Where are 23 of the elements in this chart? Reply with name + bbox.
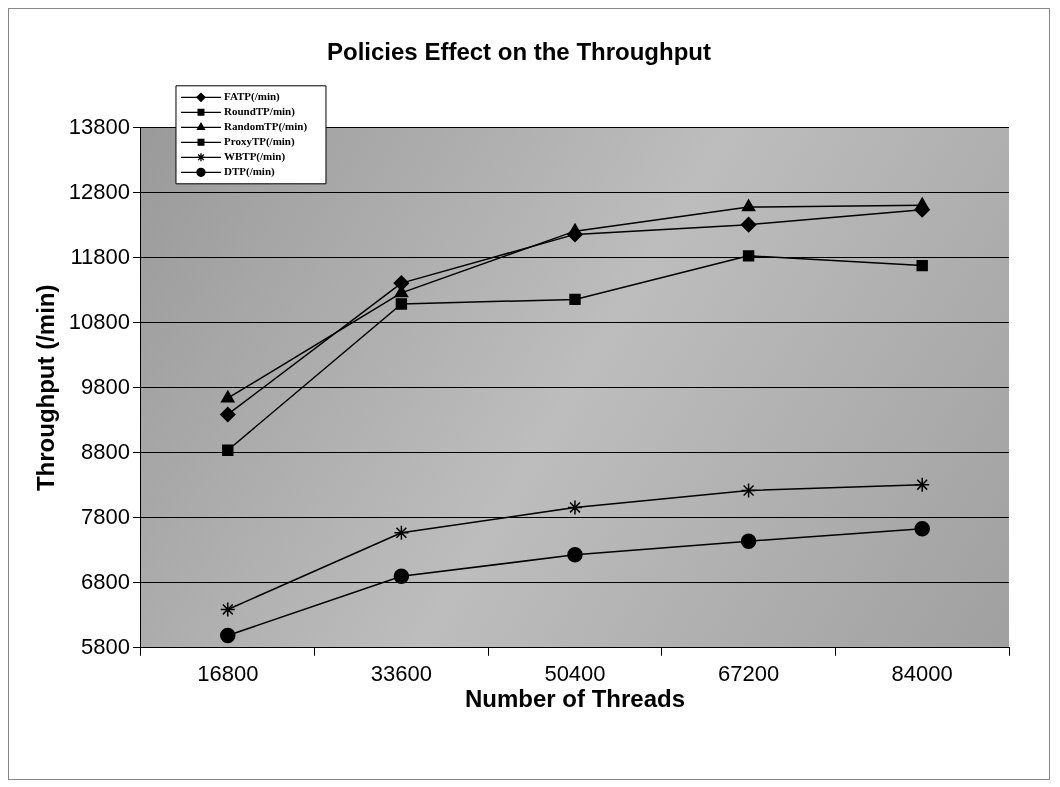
chart-title: Policies Effect on the Throughput	[327, 38, 712, 66]
x-tick-label: 16800	[197, 661, 259, 687]
legend-label: RandomTP(/min)	[223, 120, 308, 134]
y-tick-label: 10800	[68, 308, 130, 334]
x-axis-title: Number of Threads	[464, 685, 685, 713]
y-tick-label: 6800	[81, 568, 130, 594]
y-tick-label: 8800	[81, 438, 130, 464]
x-tick-label: 33600	[370, 661, 432, 687]
y-tick-label: 12800	[68, 178, 130, 204]
y-tick-label: 11800	[70, 243, 130, 269]
y-tick-label: 9800	[81, 373, 130, 399]
legend-label: RoundTP/min)	[223, 105, 296, 119]
legend-label: FATP(/min)	[223, 90, 281, 104]
y-axis-title: Throughput (/min)	[32, 284, 60, 492]
y-tick-label: 5800	[81, 633, 130, 659]
y-tick-label: 7800	[81, 503, 130, 529]
x-tick-label: 50400	[544, 661, 606, 687]
y-tick-label: 13800	[68, 113, 130, 139]
x-tick-label: 84000	[891, 661, 953, 687]
legend-label: ProxyTP(/min)	[223, 135, 295, 149]
legend-label: WBTP(/min)	[223, 150, 286, 164]
legend-label: DTP(/min)	[223, 165, 276, 179]
x-tick-label: 67200	[718, 661, 780, 687]
